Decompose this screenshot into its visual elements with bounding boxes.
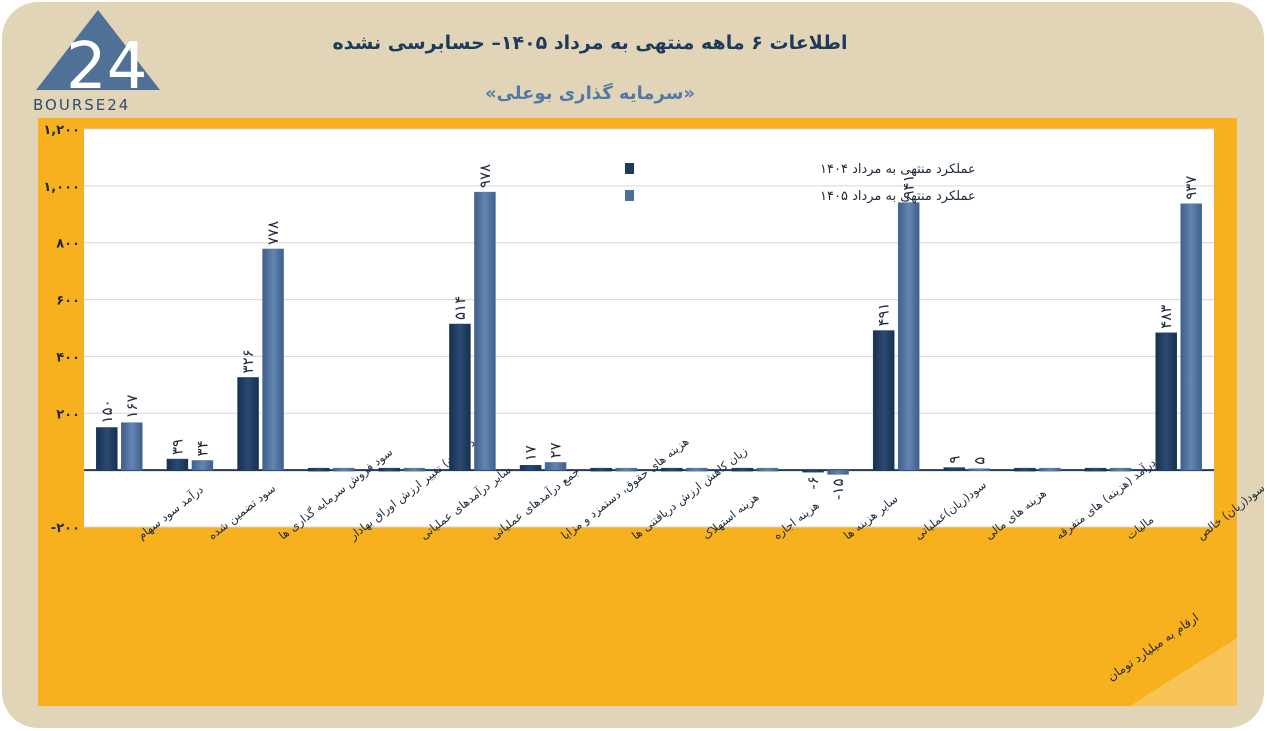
bar-1404 [1084, 467, 1107, 472]
x-tick-label: زیان کاهش ارزش دریافتنی ها [629, 444, 750, 543]
bar-1405 [332, 467, 355, 472]
bar-1405 [544, 462, 567, 471]
bar-1405 [1039, 467, 1061, 472]
x-tick-label: سود(زیان) خالص [1194, 481, 1267, 543]
bar-1405 [615, 467, 637, 472]
legend-swatch-1404 [625, 163, 634, 174]
bar-1404 [661, 467, 683, 472]
data-label: ۹۷۸ [476, 164, 494, 188]
bar-1405 [1109, 467, 1132, 472]
bar-1404 [1155, 332, 1177, 471]
bar-1405 [1180, 203, 1202, 471]
bar-1404 [802, 469, 824, 473]
bar-1404 [449, 323, 471, 471]
data-label: ۵۱۴ [451, 296, 469, 320]
data-label: ۹۳۷ [1182, 176, 1200, 200]
bar-1404 [519, 465, 542, 471]
data-label: ۳۲۶ [239, 349, 257, 373]
x-tick-label: هزینه استهلاک [700, 490, 763, 543]
bar-1404 [166, 458, 189, 471]
x-tick-label: سود فروش سرمایه گذاری ها [276, 445, 396, 543]
bar-1404 [1014, 467, 1036, 472]
y-tick-label: ۱,۲۰۰ [43, 123, 80, 138]
x-tick-label: سود(زیان)عملیاتی [911, 477, 989, 543]
bar-1404 [872, 330, 895, 471]
data-label: ۱۶۷ [123, 394, 141, 418]
data-label: ۴۹۱ [875, 302, 893, 326]
bar-1404 [307, 467, 330, 472]
data-label: ۱۵۰ [98, 399, 116, 423]
x-tick-label: سود تضمین شده [205, 481, 279, 543]
bourse24-logo: 24 [36, 10, 160, 104]
bar-1404 [378, 467, 401, 472]
x-tick-label: سایر هزینه ها [841, 491, 901, 543]
legend-label-1405: عملکرد منتهی به مرداد ۱۴۰۵ [820, 189, 976, 204]
data-label: -۱۵ [829, 478, 847, 500]
data-label: ۳۹ [168, 439, 186, 455]
legend-swatch-1405 [625, 190, 634, 201]
logo-triangle [36, 10, 160, 90]
bar-1405 [686, 467, 708, 472]
legend-label-1404: عملکرد منتهی به مرداد ۱۴۰۴ [820, 162, 976, 177]
y-tick-label: ۶۰۰ [56, 294, 80, 309]
bar-1404 [943, 467, 966, 471]
y-tick-label: ۱,۰۰۰ [43, 180, 80, 195]
corner-stripe [1130, 638, 1237, 706]
data-label: ۱۷ [522, 445, 540, 461]
data-label: ۹۴۱ [900, 174, 918, 198]
data-label: ۳۴ [193, 440, 211, 456]
y-tick-label: ۸۰۰ [56, 237, 80, 252]
data-label: ۹ [945, 456, 963, 464]
y-tick-label: -۲۰۰ [51, 521, 80, 536]
bar-1404 [96, 427, 118, 471]
bar-1405 [474, 191, 496, 471]
bar-1404 [590, 467, 612, 472]
chart-title: اطلاعات ۶ ماهه منتهی به مرداد ۱۴۰۵– حساب… [332, 32, 848, 54]
y-tick-label: ۲۰۰ [56, 407, 80, 422]
data-label: ۲۷ [547, 442, 565, 458]
data-label: ۷۷۸ [264, 221, 282, 245]
x-tick-label: هزینه اجاره [770, 498, 822, 543]
data-label: -۶ [804, 476, 822, 489]
bar-1405 [897, 202, 920, 471]
x-tick-label: هزینه های مالی [982, 486, 1049, 543]
logo-mark: 24 [66, 30, 147, 104]
bar-1405 [968, 468, 991, 471]
bar-1405 [756, 467, 779, 472]
bar-1405 [262, 248, 284, 471]
data-label: ۴۸۳ [1157, 305, 1175, 329]
bar-1405 [403, 467, 426, 472]
chart-subtitle: «سرمایه گذاری بوعلی» [484, 83, 696, 104]
bar-1404 [731, 467, 754, 472]
y-tick-label: ۴۰۰ [56, 350, 80, 365]
bar-1405 [827, 469, 849, 475]
data-label: ۵ [970, 457, 988, 465]
x-tick-label: درآمد سود سهام [135, 482, 207, 543]
bar-1405 [191, 460, 214, 471]
logo-text: BOURSE24 [33, 96, 131, 114]
bar-1405 [121, 422, 143, 471]
bar-1404 [237, 377, 259, 471]
